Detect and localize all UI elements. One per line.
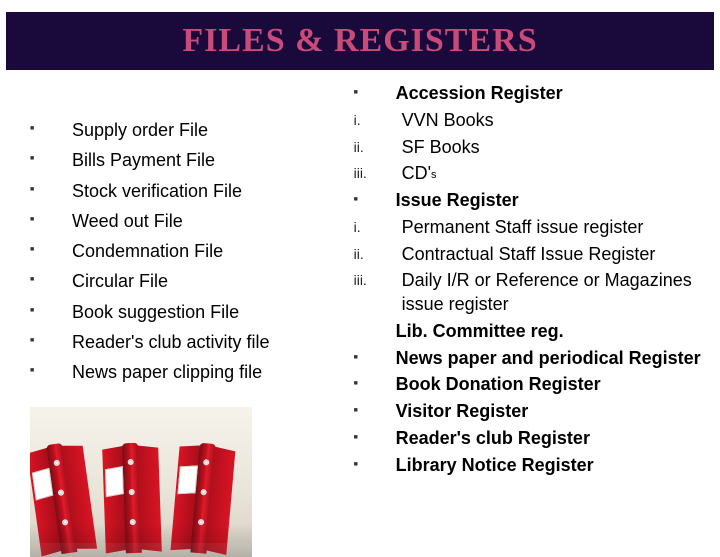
- list-item: Supply order File: [28, 118, 346, 142]
- list-item-text: Bills Payment File: [72, 148, 346, 172]
- list-item-text: Weed out File: [72, 209, 346, 233]
- bullet-icon: [28, 209, 72, 229]
- list-item-text: Lib. Committee reg.: [396, 320, 720, 344]
- list-item: Lib. Committee reg.: [352, 320, 720, 344]
- left-list: Supply order File Bills Payment File Stock…: [28, 118, 346, 385]
- bullet-icon: [28, 118, 72, 138]
- list-item-text: Reader's club activity file: [72, 330, 346, 354]
- list-item-text: News paper clipping file: [72, 360, 346, 384]
- roman-marker: iii.: [352, 162, 396, 182]
- list-item-text: Accession Register: [396, 82, 720, 106]
- list-item-text: Book suggestion File: [72, 300, 346, 324]
- list-item: i.Permanent Staff issue register: [352, 216, 720, 240]
- list-item: Reader's club activity file: [28, 330, 346, 354]
- title-banner: FILES & REGISTERS: [6, 12, 714, 70]
- right-column: Accession Registeri. VVN Booksii.SF Book…: [346, 80, 720, 557]
- list-item: iii.CD's: [352, 162, 720, 186]
- list-item-text: Stock verification File: [72, 179, 346, 203]
- list-item: News paper clipping file: [28, 360, 346, 384]
- roman-marker: ii.: [352, 136, 396, 156]
- bullet-icon: [28, 300, 72, 320]
- bullet-icon: [352, 373, 396, 393]
- bullet-icon: [28, 330, 72, 350]
- bullet-icon: [352, 82, 396, 102]
- list-item: ii.SF Books: [352, 136, 720, 160]
- list-item: News paper and periodical Register: [352, 347, 720, 371]
- list-item-text: CD's: [396, 162, 720, 186]
- binders-image: [30, 407, 252, 557]
- roman-marker: ii.: [352, 243, 396, 263]
- bullet-icon: [352, 347, 396, 367]
- bullet-icon: [28, 179, 72, 199]
- list-item-text: Book Donation Register: [396, 373, 720, 397]
- bullet-icon: [28, 148, 72, 168]
- list-item-text: SF Books: [396, 136, 720, 160]
- list-item-text: Visitor Register: [396, 400, 720, 424]
- right-list: Accession Registeri. VVN Booksii.SF Book…: [352, 82, 720, 477]
- list-item: Library Notice Register: [352, 454, 720, 478]
- bullet-icon: [28, 239, 72, 259]
- list-item: Weed out File: [28, 209, 346, 233]
- list-item-text: Contractual Staff Issue Register: [396, 243, 720, 267]
- list-item: Circular File: [28, 269, 346, 293]
- roman-marker: i.: [352, 109, 396, 129]
- list-item-text: VVN Books: [396, 109, 720, 133]
- list-item-text: Library Notice Register: [396, 454, 720, 478]
- roman-marker: iii.: [352, 269, 396, 289]
- list-item-text: Supply order File: [72, 118, 346, 142]
- list-item: Book Donation Register: [352, 373, 720, 397]
- list-item: Condemnation File: [28, 239, 346, 263]
- bullet-icon: [28, 269, 72, 289]
- bullet-icon: [352, 454, 396, 474]
- list-item: Book suggestion File: [28, 300, 346, 324]
- left-column: Supply order File Bills Payment File Stock…: [0, 80, 346, 557]
- list-item: i. VVN Books: [352, 109, 720, 133]
- roman-marker: i.: [352, 216, 396, 236]
- list-item: Bills Payment File: [28, 148, 346, 172]
- list-item: ii.Contractual Staff Issue Register: [352, 243, 720, 267]
- list-item: Accession Register: [352, 82, 720, 106]
- page-title: FILES & REGISTERS: [6, 22, 714, 60]
- bullet-icon: [352, 427, 396, 447]
- list-item-text: Reader's club Register: [396, 427, 720, 451]
- list-item: Reader's club Register: [352, 427, 720, 451]
- list-item: Stock verification File: [28, 179, 346, 203]
- list-item-text: News paper and periodical Register: [396, 347, 720, 371]
- list-item-text: Permanent Staff issue register: [396, 216, 720, 240]
- bullet-icon: [352, 400, 396, 420]
- bullet-icon: [28, 360, 72, 380]
- list-item-text: Circular File: [72, 269, 346, 293]
- list-item: iii.Daily I/R or Reference or Magazines …: [352, 269, 720, 317]
- content-area: Supply order File Bills Payment File Stock…: [0, 70, 720, 557]
- list-item: Visitor Register: [352, 400, 720, 424]
- bullet-icon: [352, 189, 396, 209]
- list-item-text: Daily I/R or Reference or Magazines issu…: [396, 269, 720, 317]
- list-item-text: Condemnation File: [72, 239, 346, 263]
- list-item: Issue Register: [352, 189, 720, 213]
- list-item-text: Issue Register: [396, 189, 720, 213]
